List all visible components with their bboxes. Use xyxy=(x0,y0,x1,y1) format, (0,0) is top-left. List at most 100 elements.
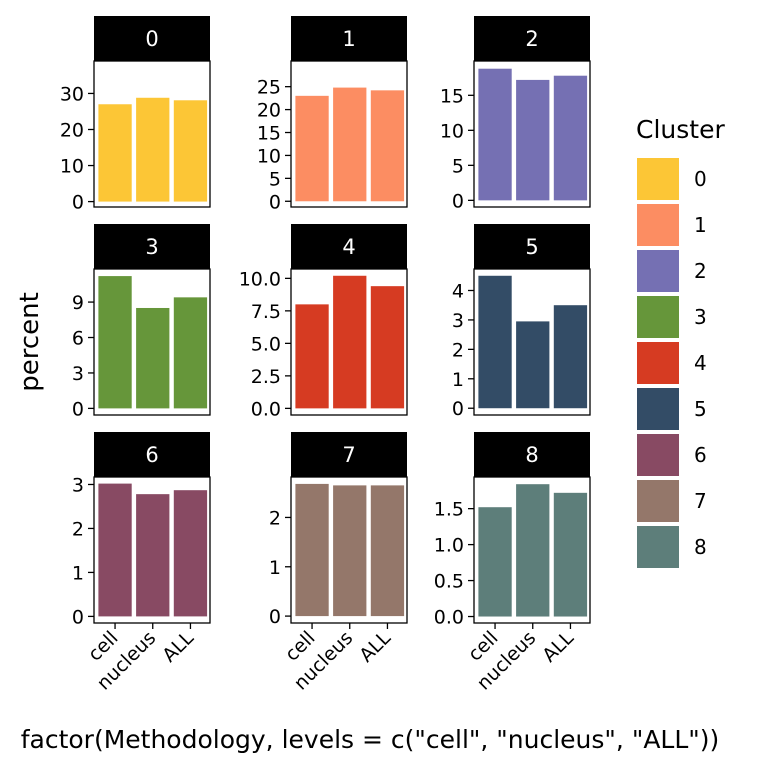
bar xyxy=(553,305,588,409)
facet-strip xyxy=(94,432,210,477)
y-tick-label: 0 xyxy=(72,192,84,214)
panel-border xyxy=(290,268,408,416)
y-tick-label: 1 xyxy=(452,369,464,391)
bar xyxy=(553,492,588,617)
legend-label: 3 xyxy=(694,305,707,329)
y-tick-label: 20 xyxy=(257,100,281,122)
y-tick-label: 10 xyxy=(257,145,281,167)
y-tick-label: 30 xyxy=(60,83,84,105)
bar xyxy=(516,321,550,409)
bar xyxy=(478,275,512,409)
legend-key xyxy=(637,158,679,200)
x-tick-label: ALL xyxy=(538,627,578,667)
bar xyxy=(98,483,132,617)
legend-key xyxy=(637,480,679,522)
y-axis-title: percent xyxy=(15,292,45,392)
legend-key xyxy=(637,388,679,430)
bar xyxy=(478,507,512,617)
y-tick-label: 2 xyxy=(72,518,84,540)
y-tick-label: 0.5 xyxy=(434,571,464,593)
facet-strip-label: 5 xyxy=(525,235,538,259)
legend-key xyxy=(637,526,679,568)
y-tick-label: 0 xyxy=(452,398,464,420)
facet-strip-label: 2 xyxy=(525,27,538,51)
bar xyxy=(173,297,208,409)
y-tick-label: 3 xyxy=(452,310,464,332)
panel-border xyxy=(290,60,408,208)
legend-label: 7 xyxy=(694,489,707,513)
bar xyxy=(173,490,208,617)
y-tick-label: 7.5 xyxy=(251,301,281,323)
y-tick-label: 2 xyxy=(269,507,281,529)
y-tick-label: 1 xyxy=(72,562,84,584)
y-tick-label: 2.5 xyxy=(251,366,281,388)
y-tick-label: 25 xyxy=(257,77,281,99)
facet-strip-label: 8 xyxy=(525,443,538,467)
legend-key xyxy=(637,204,679,246)
y-tick-label: 1.0 xyxy=(434,535,464,557)
facet-panels: 001020301051015202520510153036940.02.55.… xyxy=(60,16,591,694)
facet-strip xyxy=(291,224,407,269)
facet-strip-label: 1 xyxy=(342,27,355,51)
y-tick-label: 0 xyxy=(72,398,84,420)
panel-border xyxy=(290,476,408,624)
bar xyxy=(370,286,405,409)
facet-strip-label: 6 xyxy=(145,443,158,467)
legend-label: 8 xyxy=(694,535,707,559)
bar xyxy=(370,90,405,202)
legend-label: 2 xyxy=(694,259,707,283)
y-tick-label: 9 xyxy=(72,292,84,314)
y-tick-label: 6 xyxy=(72,328,84,350)
y-tick-label: 4 xyxy=(452,280,464,302)
facet-strip xyxy=(474,224,590,269)
bar xyxy=(98,104,132,202)
y-tick-label: 5 xyxy=(452,155,464,177)
x-axis-title: factor(Methodology, levels = c("cell", "… xyxy=(21,725,720,754)
bar xyxy=(516,79,550,201)
y-tick-label: 0 xyxy=(269,606,281,628)
panel-border xyxy=(93,268,211,416)
facet-strip xyxy=(291,432,407,477)
bar xyxy=(478,68,512,201)
y-tick-label: 3 xyxy=(72,363,84,385)
panel-border xyxy=(473,476,591,624)
bar xyxy=(136,307,170,409)
y-tick-label: 0 xyxy=(72,606,84,628)
facet-strip xyxy=(474,432,590,477)
legend-key xyxy=(637,342,679,384)
y-tick-label: 10.0 xyxy=(239,268,281,290)
x-tick-label: ALL xyxy=(158,627,198,667)
facet-strip-label: 0 xyxy=(145,27,158,51)
y-tick-label: 15 xyxy=(440,85,464,107)
bar xyxy=(553,75,588,201)
panel-border xyxy=(473,268,591,416)
facet-strip xyxy=(474,16,590,61)
facet-strip xyxy=(94,16,210,61)
y-tick-label: 0.0 xyxy=(434,607,464,629)
facet-strip-label: 4 xyxy=(342,235,355,259)
bar xyxy=(370,485,405,617)
y-tick-label: 2 xyxy=(452,339,464,361)
bar xyxy=(295,304,329,409)
panel-border xyxy=(93,60,211,208)
y-tick-label: 0 xyxy=(269,191,281,213)
facet-strip-label: 3 xyxy=(145,235,158,259)
legend-label: 1 xyxy=(694,213,707,237)
bar xyxy=(173,100,208,202)
y-tick-label: 1 xyxy=(269,557,281,579)
legend-label: 5 xyxy=(694,397,707,421)
legend-title: Cluster xyxy=(636,115,725,144)
y-tick-label: 5 xyxy=(269,168,281,190)
y-tick-label: 15 xyxy=(257,123,281,145)
bar xyxy=(333,275,367,409)
panel-border xyxy=(473,60,591,208)
bar xyxy=(136,97,170,202)
y-tick-label: 1.5 xyxy=(434,499,464,521)
x-tick-label: ALL xyxy=(355,627,395,667)
y-tick-label: 10 xyxy=(440,120,464,142)
bar xyxy=(333,485,367,617)
bar xyxy=(295,95,329,202)
y-tick-label: 20 xyxy=(60,119,84,141)
y-tick-label: 5.0 xyxy=(251,333,281,355)
